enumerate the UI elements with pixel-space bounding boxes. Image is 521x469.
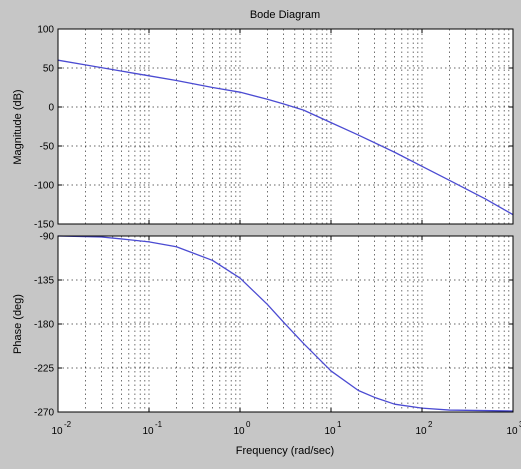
- xtick-label-exponent: 2: [428, 420, 433, 429]
- xtick-label-exponent: 0: [246, 420, 251, 429]
- xtick-label-exponent: -2: [64, 420, 72, 429]
- magnitude-axes-frame: [57, 28, 514, 225]
- phase-ytick-label: -225: [34, 364, 54, 375]
- xtick-label-exponent: 1: [337, 420, 342, 429]
- xtick-label-base: 10: [142, 426, 154, 437]
- magnitude-series: [57, 59, 514, 216]
- phase-ytick-label: -90: [40, 232, 55, 243]
- xtick-label-exponent: -1: [155, 420, 163, 429]
- xtick-label-base: 10: [324, 426, 336, 437]
- xtick-label-base: 10: [233, 426, 245, 437]
- mag-ytick-label: 50: [43, 64, 55, 75]
- phase-y-axis-label: Phase (deg): [12, 294, 24, 354]
- magnitude-subplot: 100 50 0 -50 -100 -150 Magnitude (dB): [12, 25, 514, 231]
- mag-ytick-label: -100: [34, 181, 54, 192]
- xtick-label-base: 10: [506, 426, 518, 437]
- mag-ytick-label: 100: [37, 25, 54, 36]
- phase-ytick-label: -270: [34, 408, 54, 419]
- mag-ytick-label: -150: [34, 220, 54, 231]
- xtick-label-base: 10: [415, 426, 427, 437]
- mag-ytick-label: 0: [48, 103, 54, 114]
- mag-ytick-label: -50: [40, 142, 55, 153]
- xtick-label-exponent: 3: [519, 420, 521, 429]
- phase-series: [57, 235, 514, 412]
- phase-series-line: [57, 235, 514, 412]
- mag-series-line: [57, 59, 514, 216]
- magnitude-axes-background: [58, 29, 513, 224]
- chart-title: Bode Diagram: [250, 9, 320, 21]
- magnitude-y-axis-label: Magnitude (dB): [12, 89, 24, 164]
- magnitude-grid: [58, 29, 513, 224]
- phase-ytick-label: -180: [34, 320, 54, 331]
- phase-grid: [58, 236, 513, 412]
- phase-axes-frame: [57, 235, 514, 413]
- xtick-label-base: 10: [51, 426, 63, 437]
- x-axis-label: Frequency (rad/sec): [236, 445, 334, 457]
- phase-subplot: -90 -135 -180 -225 -270 Phase (deg): [12, 232, 514, 419]
- phase-ytick-label: -135: [34, 276, 54, 287]
- x-axis-ticks: 10-210-1100101102103: [51, 420, 521, 437]
